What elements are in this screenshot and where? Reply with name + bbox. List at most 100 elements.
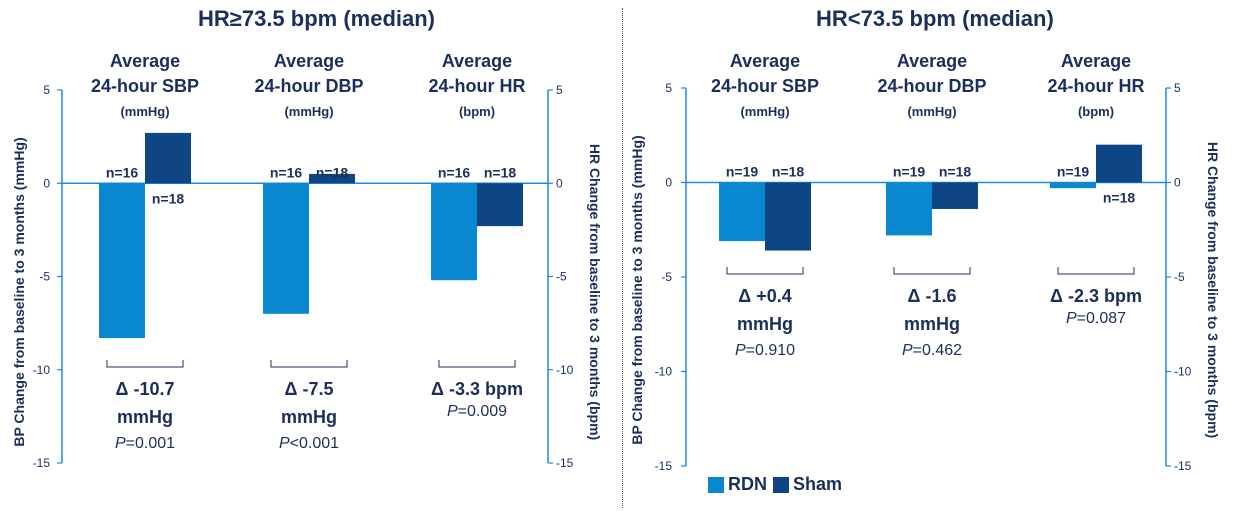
delta-label: Δ -2.3 bpm <box>1050 286 1142 306</box>
group-header-line2: 24-hour DBP <box>877 76 986 96</box>
p-symbol: P <box>115 435 126 452</box>
left-tick-label: 0 <box>43 176 50 190</box>
comparison-bracket <box>1057 267 1135 275</box>
group-header-line1: Average <box>274 51 344 71</box>
n-label-rdn: n=16 <box>106 164 139 180</box>
p-value: <0.001 <box>290 435 339 452</box>
p-value-label: P<0.001 <box>279 435 339 452</box>
n-label-rdn: n=19 <box>893 164 926 180</box>
p-value: =0.001 <box>126 435 175 452</box>
group-header-line1: Average <box>730 51 800 71</box>
p-value: =0.910 <box>746 342 795 359</box>
left-tick-label: -15 <box>33 456 51 470</box>
comparison-bracket <box>270 360 348 368</box>
n-label-rdn: n=16 <box>270 164 303 180</box>
p-value-label: P=0.087 <box>1066 310 1126 327</box>
bar-rdn <box>719 182 765 242</box>
comparison-bracket <box>438 360 516 368</box>
right-tick-label: 5 <box>1174 81 1181 95</box>
group-header-unit: (mmHg) <box>120 104 169 119</box>
bar-rdn <box>431 183 477 281</box>
left-tick-label: 0 <box>665 176 672 190</box>
p-value-label: P=0.910 <box>735 342 795 359</box>
left-tick-label: -5 <box>661 270 672 284</box>
n-label-rdn: n=16 <box>438 164 471 180</box>
left-tick-label: -15 <box>655 459 673 473</box>
n-label-sham: n=18 <box>484 164 517 180</box>
bar-sham <box>765 182 811 251</box>
legend-label-sham: Sham <box>793 474 843 494</box>
bar-sham <box>309 173 355 184</box>
comparison-bracket <box>893 267 971 275</box>
legend-label-rdn: RDN <box>728 474 767 494</box>
p-value: =0.087 <box>1077 310 1126 327</box>
bar-rdn <box>1050 182 1096 189</box>
right-tick-label: -5 <box>1174 270 1185 284</box>
n-label-rdn: n=19 <box>726 164 759 180</box>
group-header-line2: 24-hour DBP <box>254 76 363 96</box>
right-tick-label: -15 <box>1174 459 1192 473</box>
legend: RDN Sham <box>708 474 848 495</box>
bar-rdn <box>886 182 932 236</box>
right-tick-label: -10 <box>1174 365 1192 379</box>
delta-label: Δ -10.7 <box>116 379 175 399</box>
group-header-unit: (bpm) <box>1078 104 1114 119</box>
group-header-line1: Average <box>442 51 512 71</box>
group-header-unit: (mmHg) <box>284 104 333 119</box>
bar-sham <box>932 182 978 209</box>
left-tick-label: -5 <box>39 270 50 284</box>
bar-rdn <box>263 183 309 314</box>
p-symbol: P <box>279 435 290 452</box>
right-tick-label: -15 <box>556 456 574 470</box>
p-value: =0.462 <box>913 342 962 359</box>
right-tick-label: -5 <box>556 270 567 284</box>
left-axis-title: BP Change from baseline to 3 months (mmH… <box>11 137 27 446</box>
left-tick-label: -10 <box>655 365 673 379</box>
panel-divider <box>622 8 623 508</box>
left-tick-label: 5 <box>665 81 672 95</box>
delta-label: mmHg <box>281 407 337 427</box>
p-symbol: P <box>1066 310 1077 327</box>
n-label-sham: n=18 <box>939 164 972 180</box>
delta-label: Δ -1.6 <box>908 286 957 306</box>
right-tick-label: 0 <box>1174 176 1181 190</box>
p-value-label: P=0.009 <box>447 403 507 420</box>
group-header-line1: Average <box>1061 51 1131 71</box>
right-axis-title: HR Change from baseline to 3 months (bpm… <box>587 144 603 440</box>
bar-sham <box>1096 144 1142 183</box>
left-panel-title: HR≥73.5 bpm (median) <box>198 6 436 31</box>
legend-item-sham: Sham <box>773 474 842 495</box>
group-header-line2: 24-hour SBP <box>711 76 819 96</box>
bar-sham <box>477 183 523 227</box>
left-tick-label: -10 <box>33 363 51 377</box>
n-label-sham: n=18 <box>772 164 805 180</box>
comparison-bracket <box>726 267 804 275</box>
p-value: =0.009 <box>458 403 507 420</box>
delta-label: mmHg <box>904 314 960 334</box>
group-header-unit: (bpm) <box>459 104 495 119</box>
right-tick-label: 0 <box>556 176 563 190</box>
p-symbol: P <box>447 403 458 420</box>
group-header-unit: (mmHg) <box>907 104 956 119</box>
delta-label: Δ +0.4 <box>738 286 791 306</box>
comparison-bracket <box>106 360 184 368</box>
p-value-label: P=0.462 <box>902 342 962 359</box>
left-axis-title: BP Change from baseline to 3 months (mmH… <box>629 135 645 444</box>
p-symbol: P <box>735 342 746 359</box>
legend-swatch-rdn <box>708 476 724 493</box>
delta-label: mmHg <box>737 314 793 334</box>
n-label-sham: n=18 <box>1103 190 1136 206</box>
n-label-sham: n=18 <box>316 164 349 180</box>
right-axis-title: HR Change from baseline to 3 months (bpm… <box>1205 142 1221 438</box>
n-label-sham: n=18 <box>152 190 185 206</box>
group-header-line1: Average <box>897 51 967 71</box>
legend-swatch-sham <box>773 476 789 493</box>
right-tick-label: -10 <box>556 363 574 377</box>
delta-label: mmHg <box>117 407 173 427</box>
n-label-rdn: n=19 <box>1057 164 1090 180</box>
left-tick-label: 5 <box>43 83 50 97</box>
delta-label: Δ -7.5 <box>285 379 334 399</box>
bar-sham <box>145 132 191 184</box>
